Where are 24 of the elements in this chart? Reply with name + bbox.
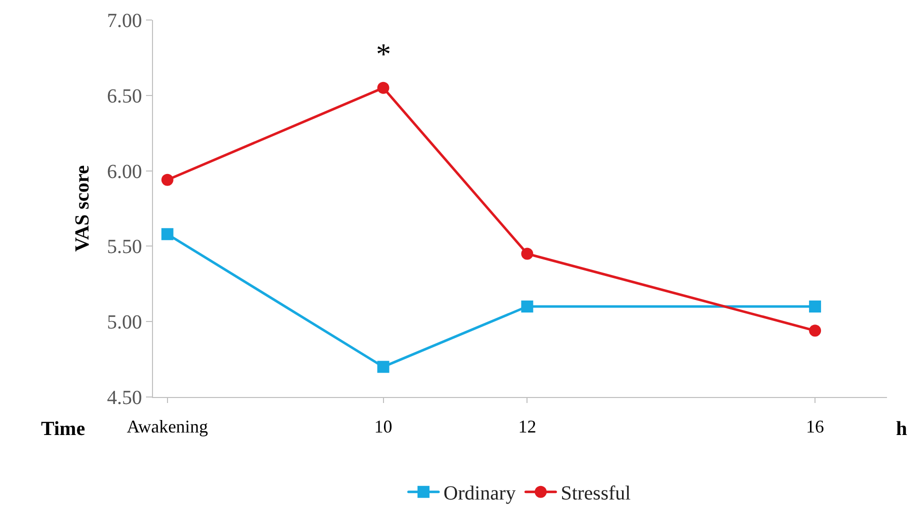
legend-label: Stressful: [560, 482, 632, 505]
y-tick-label: 4.50: [107, 387, 142, 409]
y-axis-title: VAS score: [72, 165, 94, 252]
point: [161, 228, 174, 240]
x-tick-label: 10: [374, 416, 392, 437]
point: [521, 248, 534, 260]
y-tick-label: 5.50: [107, 236, 142, 258]
y-tick-label: 7.00: [107, 10, 142, 32]
y-tick-label: 6.00: [107, 160, 142, 183]
x-tick-label: Awakening: [126, 416, 208, 437]
x-tick-label: 12: [518, 416, 536, 437]
point: [521, 300, 534, 313]
point: [377, 360, 390, 373]
point: [809, 300, 822, 313]
point: [809, 324, 822, 337]
x-tick-label: 16: [806, 416, 824, 437]
annotation: *: [376, 38, 391, 71]
text: h: [896, 418, 908, 440]
y-tick-label: 6.50: [107, 85, 142, 108]
legend-label: Ordinary: [444, 482, 516, 505]
point: [161, 174, 174, 186]
x-axis-title: Time: [41, 418, 86, 440]
point: [377, 82, 390, 94]
y-tick-label: 5.00: [107, 312, 142, 334]
